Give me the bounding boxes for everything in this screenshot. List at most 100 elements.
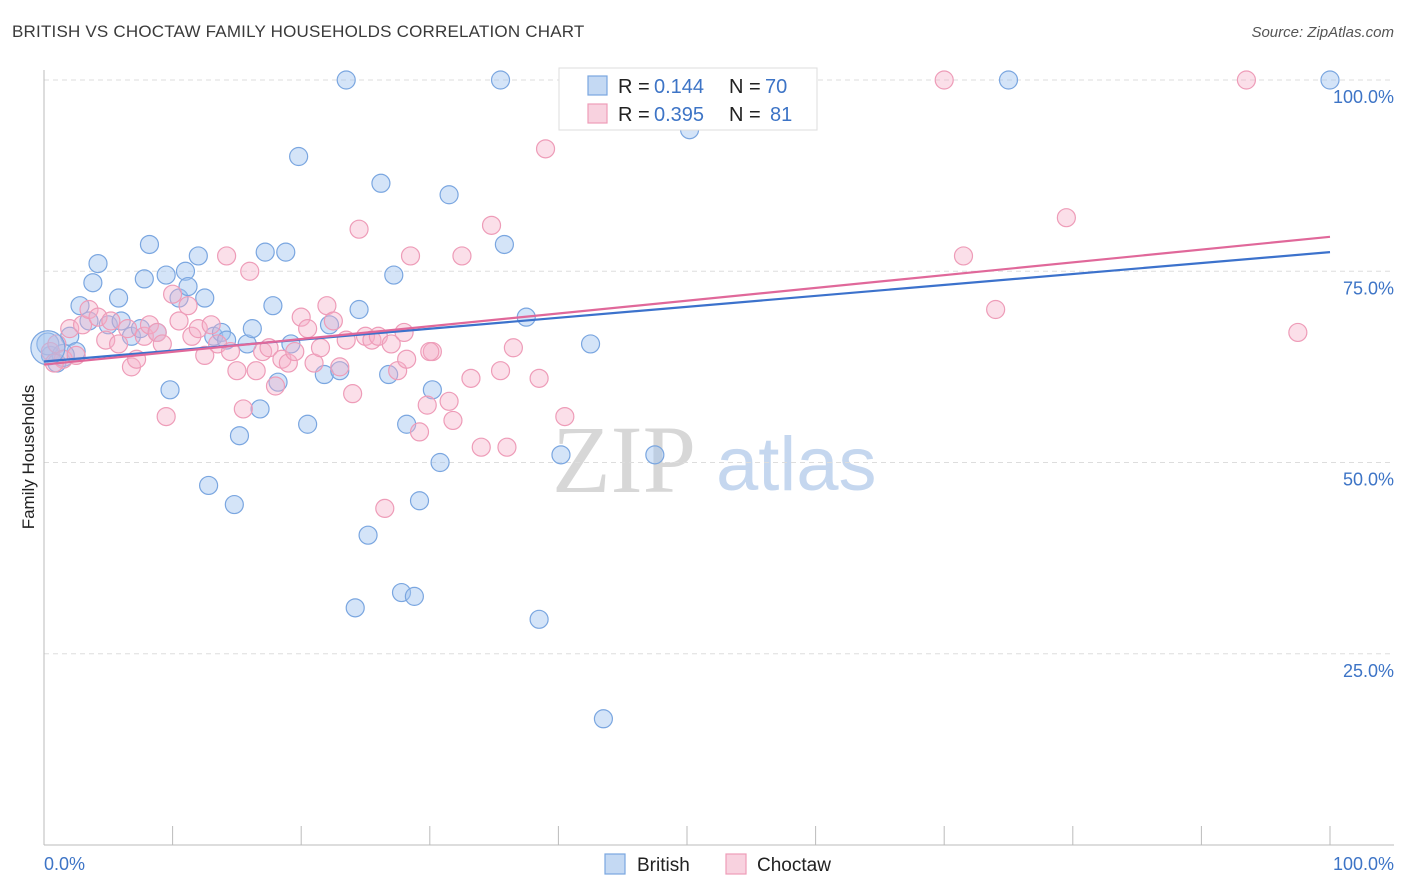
point-choctaw-48 <box>349 219 369 239</box>
point-choctaw-60 <box>439 391 459 411</box>
point-british-35 <box>276 242 296 262</box>
point-british-51 <box>404 586 424 606</box>
data-points <box>30 70 1340 729</box>
point-choctaw-70 <box>535 139 556 159</box>
point-british-49 <box>391 582 412 603</box>
point-british-27 <box>224 494 244 515</box>
point-british-43 <box>345 598 365 618</box>
point-choctaw-24 <box>195 345 215 365</box>
point-choctaw-29 <box>227 361 247 381</box>
watermark-zip: ZIP <box>552 406 696 513</box>
legend-r-value-choctaw: 0.395 <box>654 104 704 126</box>
bottom-legend-label-choctaw: Choctaw <box>757 855 831 876</box>
point-choctaw-32 <box>246 361 266 381</box>
legend-swatch-british <box>587 75 608 96</box>
point-british-20 <box>178 276 198 297</box>
point-choctaw-75 <box>1056 208 1076 228</box>
y-tick-label-3: 100.0% <box>1333 87 1394 107</box>
bottom-legend-swatch-choctaw <box>725 853 747 875</box>
point-british-7 <box>88 254 108 274</box>
point-choctaw-78 <box>420 341 440 362</box>
point-choctaw-42 <box>310 338 331 358</box>
point-choctaw-52 <box>375 498 395 518</box>
point-choctaw-64 <box>471 437 491 457</box>
point-choctaw-71 <box>555 407 575 427</box>
point-choctaw-68 <box>503 338 523 358</box>
point-choctaw-16 <box>147 322 167 343</box>
point-choctaw-39 <box>291 307 311 327</box>
point-choctaw-45 <box>330 357 350 377</box>
point-british-61 <box>580 334 601 354</box>
point-choctaw-63 <box>461 368 481 388</box>
point-choctaw-27 <box>217 246 237 266</box>
watermark: ZIP atlas <box>552 406 877 513</box>
point-choctaw-77 <box>1288 322 1308 343</box>
point-choctaw-73 <box>953 246 974 266</box>
point-choctaw-10 <box>108 334 129 354</box>
point-choctaw-23 <box>188 319 208 339</box>
trend-lines <box>43 235 1331 366</box>
point-british-32 <box>255 242 275 262</box>
point-choctaw-14 <box>134 326 154 346</box>
y-tick-label-1: 50.0% <box>1343 470 1394 490</box>
axes <box>43 70 1394 846</box>
point-british-53 <box>422 380 442 400</box>
point-choctaw-58 <box>417 395 437 415</box>
point-british-6 <box>83 273 103 293</box>
point-choctaw-79 <box>397 349 417 369</box>
point-choctaw-11 <box>117 319 138 339</box>
point-british-14 <box>139 234 160 255</box>
point-british-63 <box>645 445 665 465</box>
point-british-28 <box>229 426 250 446</box>
x-ticks <box>43 826 1331 845</box>
point-british-31 <box>250 399 270 419</box>
y-tick-labels: 25.0% 50.0% 75.0% 100.0% <box>1333 87 1394 681</box>
point-british-30 <box>242 319 262 339</box>
point-british-46 <box>371 173 391 193</box>
point-choctaw-25 <box>201 315 221 335</box>
point-british-21 <box>188 246 208 266</box>
point-british-37 <box>289 146 309 167</box>
point-choctaw-21 <box>178 296 198 316</box>
point-choctaw-56 <box>400 246 421 266</box>
point-choctaw-61 <box>443 410 463 431</box>
legend-n-value-choctaw: 81 <box>770 104 792 126</box>
watermark-atlas: atlas <box>716 422 877 507</box>
point-british-57 <box>494 234 514 255</box>
point-choctaw-47 <box>343 384 363 404</box>
legend-swatch-choctaw <box>587 103 608 124</box>
point-british-62 <box>593 709 614 729</box>
point-choctaw-57 <box>409 422 430 442</box>
point-british-60 <box>551 445 571 465</box>
point-british-17 <box>160 380 180 400</box>
point-british-13 <box>134 269 154 289</box>
y-axis-title: Family Households <box>19 385 38 530</box>
source-label: Source: ZipAtlas.com <box>1251 24 1394 41</box>
point-choctaw-40 <box>298 319 318 339</box>
point-british-38 <box>298 414 318 434</box>
point-british-45 <box>358 525 378 545</box>
gridlines <box>44 79 1394 655</box>
point-choctaw-35 <box>265 376 286 396</box>
legend-r-label-british: R = <box>618 76 650 98</box>
point-british-55 <box>439 185 459 205</box>
point-british-42 <box>336 70 356 90</box>
legend-n-value-british: 70 <box>765 76 787 98</box>
point-choctaw-8 <box>96 330 116 350</box>
point-choctaw-15 <box>139 315 160 335</box>
x-tick-label-max: 100.0% <box>1333 854 1394 874</box>
point-british-19 <box>175 261 196 281</box>
point-choctaw-44 <box>323 311 343 331</box>
point-choctaw-76 <box>1236 70 1257 90</box>
point-choctaw-66 <box>490 361 511 381</box>
point-choctaw-3 <box>60 319 80 339</box>
bottom-legend-swatch-british <box>604 853 626 875</box>
bottom-legend: British Choctaw <box>604 853 831 876</box>
point-british-54 <box>430 452 450 473</box>
point-british-52 <box>409 491 430 511</box>
point-british-59 <box>529 609 549 629</box>
point-british-40 <box>319 315 340 335</box>
legend: R = 0.144 N = 70 R = 0.395 N = 81 <box>558 67 818 131</box>
x-tick-label-min: 0.0% <box>44 854 85 874</box>
point-choctaw-72 <box>934 70 954 90</box>
